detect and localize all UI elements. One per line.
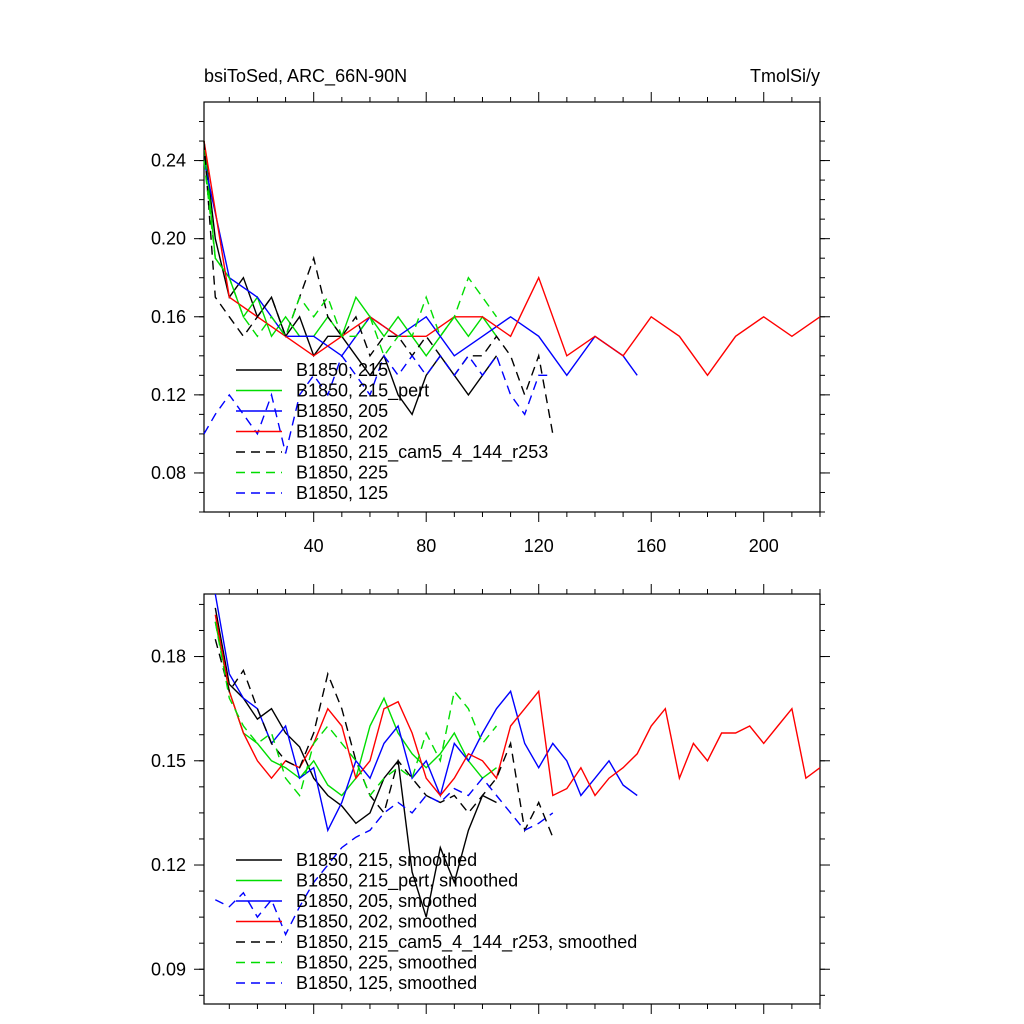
series-line bbox=[203, 140, 498, 357]
legend-label: B1850, 215_pert, smoothed bbox=[296, 871, 518, 892]
series-line bbox=[214, 607, 497, 918]
legend-label: B1850, 205, smoothed bbox=[296, 891, 477, 911]
bottom-panel: 0.090.120.150.18 B1850, 215, smoothedB18… bbox=[151, 584, 830, 1014]
top-title-left: bsiToSed, ARC_66N-90N bbox=[204, 66, 407, 87]
top-series-lines bbox=[203, 140, 821, 454]
series-line bbox=[214, 614, 821, 797]
bottom-series-lines bbox=[214, 593, 821, 937]
series-line bbox=[203, 160, 498, 358]
bottom-axis-ticks: 0.09 0.12 0.15 0.18 bbox=[151, 584, 830, 1014]
x-tick-label: 40 bbox=[304, 536, 324, 556]
series-line bbox=[214, 777, 554, 937]
y-tick-label: 0.15 bbox=[151, 751, 186, 771]
legend-label: B1850, 215, smoothed bbox=[296, 850, 477, 870]
series-line bbox=[203, 160, 638, 377]
top-axis-ticks: 40 80 120 160 200 0.08 0.12 0.16 0.20 0.24 bbox=[151, 92, 830, 556]
legend-label: B1850, 215 bbox=[296, 360, 388, 380]
series-line bbox=[214, 621, 498, 798]
top-title-right: TmolSi/y bbox=[750, 66, 820, 86]
series-line bbox=[203, 140, 554, 435]
legend-label: B1850, 205 bbox=[296, 401, 388, 421]
y-tick-label: 0.09 bbox=[151, 959, 186, 979]
legend-label: B1850, 215_pert bbox=[296, 381, 429, 402]
y-tick-label: 0.24 bbox=[151, 151, 186, 171]
top-plot-frame bbox=[203, 101, 821, 513]
legend-label: B1850, 125, smoothed bbox=[296, 973, 477, 993]
top-panel: bsiToSed, ARC_66N-90N TmolSi/y 40 80 120 16… bbox=[151, 66, 830, 556]
x-tick-label: 80 bbox=[416, 536, 436, 556]
series-line bbox=[214, 639, 554, 838]
legend-label: B1850, 215_cam5_4_144_r253 bbox=[296, 442, 548, 463]
y-tick-label: 0.08 bbox=[151, 463, 186, 483]
legend-label: B1850, 202, smoothed bbox=[296, 912, 477, 932]
x-tick-label: 200 bbox=[749, 536, 779, 556]
x-tick-label: 120 bbox=[524, 536, 554, 556]
y-tick-label: 0.12 bbox=[151, 855, 186, 875]
legend-label: B1850, 225 bbox=[296, 463, 388, 483]
series-line bbox=[214, 593, 638, 833]
bottom-plot-frame bbox=[203, 593, 821, 1005]
legend-label: B1850, 215_cam5_4_144_r253, smoothed bbox=[296, 932, 637, 953]
y-tick-label: 0.18 bbox=[151, 647, 186, 667]
y-tick-label: 0.12 bbox=[151, 385, 186, 405]
legend-label: B1850, 202 bbox=[296, 422, 388, 442]
x-tick-label: 160 bbox=[636, 536, 666, 556]
legend-label: B1850, 125 bbox=[296, 483, 388, 503]
series-line bbox=[203, 140, 821, 377]
y-tick-label: 0.16 bbox=[151, 307, 186, 327]
y-tick-label: 0.20 bbox=[151, 229, 186, 249]
legend-label: B1850, 225, smoothed bbox=[296, 953, 477, 973]
